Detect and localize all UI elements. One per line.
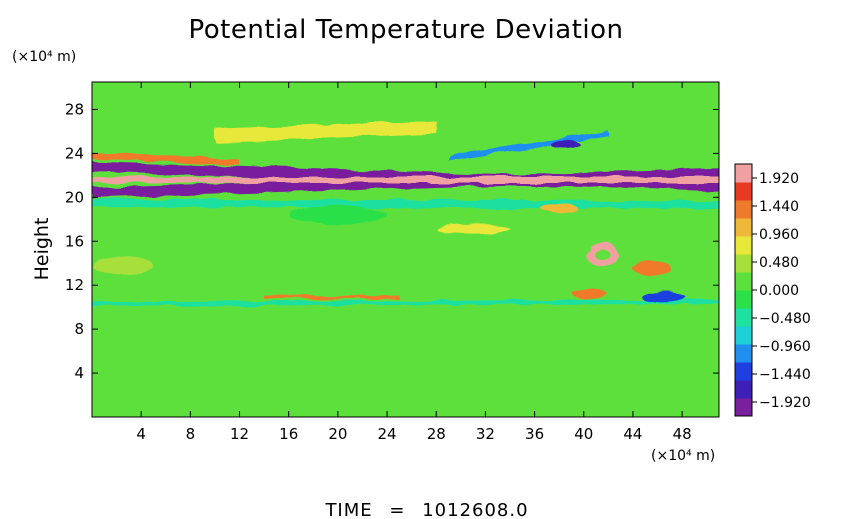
x-tick-label: 20 [328, 425, 347, 443]
field-blob-15 [550, 140, 581, 149]
chart-title: Potential Temperature Deviation [189, 15, 624, 45]
x-axis: 4 8 12 16 20 24 28 32 36 40 44 48 [136, 82, 692, 443]
y-tick-label: 20 [65, 188, 84, 206]
field-blob-16 [92, 256, 154, 275]
colorbar-tick-label: 1.440 [759, 199, 799, 215]
colorbar-tick-label: 0.960 [759, 227, 799, 243]
y-tick-label: 16 [65, 232, 84, 250]
x-tick-label: 32 [476, 425, 495, 443]
field-band-5 [448, 130, 609, 161]
y-tick-label: 4 [74, 364, 84, 382]
colorbar-cell [735, 236, 752, 255]
colorbar-cell [735, 344, 752, 363]
y-axis: 4 8 12 16 20 24 28 [65, 100, 719, 382]
colorbar-tick-label: 1.920 [759, 171, 799, 187]
colorbar-cell [735, 290, 752, 309]
colorbar-tick-label: −1.920 [759, 395, 811, 411]
colorbar-cell [735, 398, 752, 417]
time-value: 1012608.0 [422, 500, 528, 519]
y-axis-label: Height [31, 218, 53, 281]
field-blob-18 [288, 206, 388, 224]
x-tick-label: 4 [136, 425, 146, 443]
field-band-2 [92, 176, 719, 184]
colorbar-cell [735, 254, 752, 273]
field-band-6 [92, 299, 719, 307]
colorbar-tick-label: −0.480 [759, 311, 811, 327]
x-tick-label: 36 [525, 425, 544, 443]
y-tick-label: 24 [65, 144, 84, 162]
x-unit-label: (×10⁴ m) [651, 448, 715, 464]
field-blob-10 [594, 248, 610, 260]
x-tick-label: 24 [378, 425, 397, 443]
colorbar-cell [735, 200, 752, 219]
field-band-4 [214, 120, 437, 143]
field-blob-17 [540, 203, 578, 213]
time-equals: = [389, 500, 405, 519]
colorbar-tick-label: 0.000 [759, 283, 799, 299]
y-unit-label: (×10⁴ m) [12, 49, 76, 65]
time-readout: TIME = 1012608.0 [324, 500, 528, 519]
colorbar-cell [735, 182, 752, 201]
colorbar-cell [735, 272, 752, 291]
x-tick-label: 40 [574, 425, 593, 443]
colorbar-tick-label: 0.480 [759, 255, 799, 271]
heatmap-field [92, 82, 719, 417]
colorbar-cell [735, 308, 752, 327]
colorbar-cell [735, 326, 752, 345]
time-label: TIME [324, 500, 372, 519]
colorbar-cell [735, 164, 752, 183]
field-band-3 [92, 152, 240, 165]
x-tick-label: 16 [279, 425, 298, 443]
field-blob-14 [436, 224, 510, 234]
field-blob-11 [631, 261, 672, 275]
y-tick-label: 12 [65, 276, 84, 294]
y-tick-label: 8 [74, 320, 84, 338]
colorbar-tick-label: −1.440 [759, 367, 811, 383]
x-tick-label: 12 [230, 425, 249, 443]
x-tick-label: 44 [623, 425, 642, 443]
colorbar-cell [735, 380, 752, 399]
colorbar: 1.920 1.440 0.960 0.480 0.000 −0.480 −0.960 −1.… [734, 163, 811, 417]
field-blob-12 [641, 291, 686, 303]
x-tick-label: 8 [186, 425, 196, 443]
field-blob-13 [572, 288, 608, 300]
x-tick-label: 48 [673, 425, 692, 443]
colorbar-cell [735, 362, 752, 381]
x-tick-label: 28 [427, 425, 446, 443]
plot-frame [91, 81, 720, 418]
colorbar-tick-label: −0.960 [759, 339, 811, 355]
colorbar-cell [735, 218, 752, 237]
y-tick-label: 28 [65, 100, 84, 118]
field-band-7 [264, 295, 400, 299]
